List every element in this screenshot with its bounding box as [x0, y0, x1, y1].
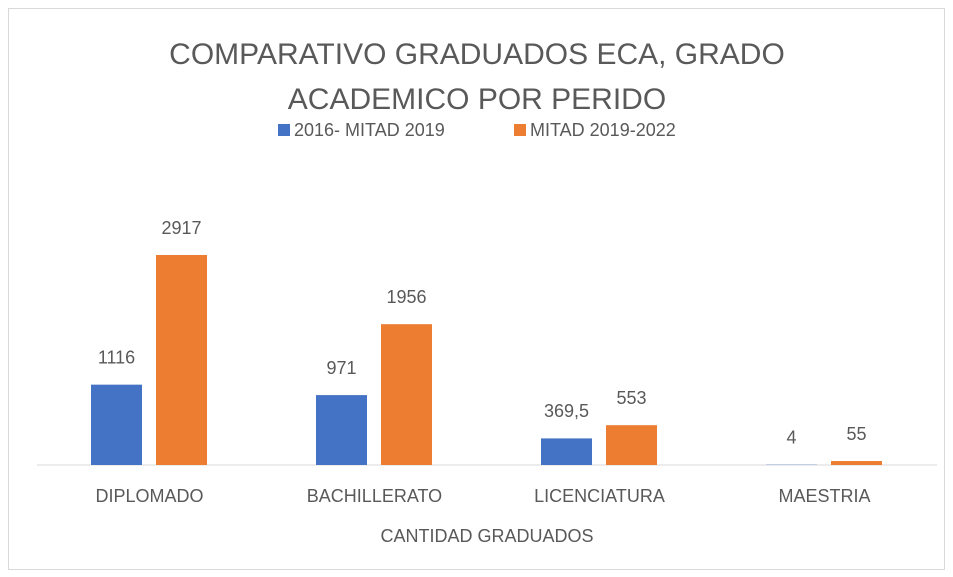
bar: [541, 438, 592, 465]
data-label: 553: [616, 388, 646, 408]
data-label: 369,5: [544, 401, 589, 421]
chart-title: ACADEMICO POR PERIDO: [288, 83, 666, 116]
bar: [156, 255, 207, 465]
data-label: 4: [786, 427, 796, 447]
bar: [91, 384, 142, 465]
chart-title: COMPARATIVO GRADUADOS ECA, GRADO: [169, 38, 785, 71]
legend-label: MITAD 2019-2022: [530, 120, 676, 140]
x-tick-label: MAESTRIA: [778, 486, 870, 506]
bar: [831, 461, 882, 465]
bar: [606, 425, 657, 465]
data-label: 1116: [98, 347, 135, 367]
bar: [381, 324, 432, 465]
data-label: 971: [326, 358, 356, 378]
legend-swatch: [278, 124, 290, 136]
x-axis-title: CANTIDAD GRADUADOS: [380, 526, 593, 546]
data-label: 1956: [386, 287, 426, 307]
data-label: 2917: [161, 218, 201, 238]
legend-swatch: [514, 124, 526, 136]
legend-label: 2016- MITAD 2019: [294, 120, 445, 140]
data-label: 55: [846, 424, 866, 444]
x-tick-label: DIPLOMADO: [95, 486, 203, 506]
x-tick-label: LICENCIATURA: [534, 486, 665, 506]
bar: [316, 395, 367, 465]
x-tick-label: BACHILLERATO: [307, 486, 442, 506]
